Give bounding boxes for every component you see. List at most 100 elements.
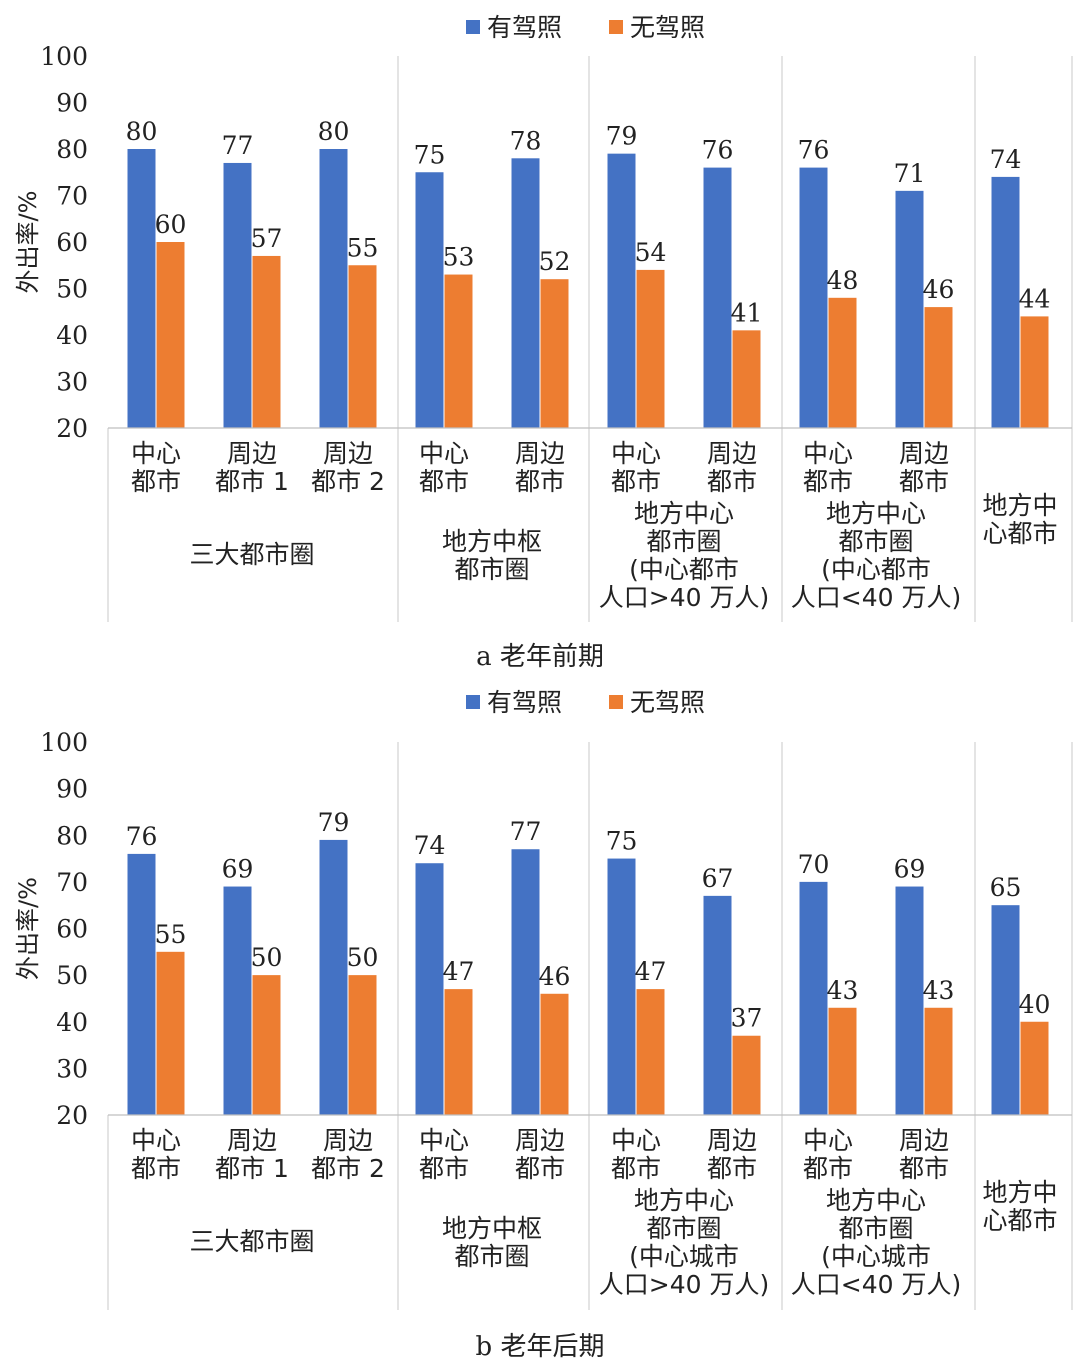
bar-value-label: 48: [827, 266, 859, 295]
group-label: 三大都市圈: [189, 1227, 314, 1256]
bar-licensed: [703, 167, 732, 428]
group-label: 地方中枢: [442, 1214, 542, 1243]
bar-licensed: [607, 858, 636, 1115]
group-label: 人口<40 万人): [791, 1270, 961, 1299]
bar-value-label: 47: [443, 957, 475, 986]
bar-value-label: 80: [318, 117, 350, 146]
category-label: 周边: [515, 1126, 565, 1155]
bar-licensed: [127, 149, 156, 428]
category-label: 都市 2: [311, 1154, 385, 1183]
bar-value-label: 75: [606, 827, 638, 856]
category-label: 都市: [707, 1154, 757, 1183]
legend-swatch-2: [609, 20, 623, 34]
bar-licensed: [799, 167, 828, 428]
bar-value-label: 52: [539, 247, 571, 276]
category-label: 都市 1: [215, 467, 289, 496]
bar-unlicensed: [540, 279, 569, 428]
y-tick-label: 40: [56, 1008, 88, 1037]
group-label: 心都市: [982, 1206, 1057, 1235]
category-label: 周边: [899, 439, 949, 468]
bar-unlicensed: [252, 975, 281, 1115]
bar-value-label: 60: [155, 210, 187, 239]
legend-swatch-1: [466, 695, 480, 709]
y-tick-label: 30: [56, 1054, 88, 1083]
legend-label-2: 无驾照: [630, 13, 705, 42]
category-label: 都市: [899, 467, 949, 496]
group-label: 都市圈: [838, 527, 913, 556]
y-tick-label: 90: [56, 775, 88, 804]
bar-value-label: 65: [990, 873, 1022, 902]
category-label: 都市: [131, 467, 181, 496]
bar-value-label: 74: [990, 145, 1022, 174]
y-tick-label: 90: [56, 89, 88, 118]
bar-licensed: [895, 886, 924, 1115]
bar-unlicensed: [828, 1007, 857, 1115]
bar-value-label: 69: [894, 855, 926, 884]
bar-value-label: 43: [923, 976, 955, 1005]
group-label: 都市圈: [454, 555, 529, 584]
bar-value-label: 53: [443, 243, 475, 272]
group-label: 地方中心: [634, 499, 734, 528]
bar-value-label: 55: [155, 920, 187, 949]
bar-value-label: 67: [702, 864, 734, 893]
bar-licensed: [991, 905, 1020, 1115]
category-label: 都市: [515, 467, 565, 496]
category-label: 周边: [707, 439, 757, 468]
group-label: 都市圈: [838, 1214, 913, 1243]
chart-panel-a: 有驾照 无驾照 20 30 40 50 60 70 80 90 100 外出率/% 80 60 中心都市 77…: [14, 13, 1073, 672]
group-label: 人口>40 万人): [599, 583, 769, 612]
category-label: 都市: [515, 1154, 565, 1183]
bar-value-label: 80: [126, 117, 158, 146]
y-tick-label: 50: [56, 961, 88, 990]
group-label: 都市圈: [646, 527, 721, 556]
legend: 有驾照 无驾照: [466, 688, 705, 717]
legend-label-1: 有驾照: [487, 688, 562, 717]
bar-unlicensed: [348, 975, 377, 1115]
category-label: 中心: [803, 439, 853, 468]
bar-value-label: 50: [251, 943, 283, 972]
category-label: 都市: [899, 1154, 949, 1183]
bar-value-label: 57: [251, 224, 283, 253]
bar-unlicensed: [828, 297, 857, 428]
panel-caption: b 老年后期: [476, 1332, 605, 1362]
bar-licensed: [991, 176, 1020, 428]
bar-value-label: 77: [222, 131, 254, 160]
group-label: 人口>40 万人): [599, 1270, 769, 1299]
bar-unlicensed: [540, 993, 569, 1115]
group-label: 人口<40 万人): [791, 583, 961, 612]
bar-value-label: 71: [894, 159, 926, 188]
bar-licensed: [415, 863, 444, 1115]
group-label: (中心城市: [821, 1242, 931, 1271]
group-label: 都市圈: [646, 1214, 721, 1243]
panel-caption: a 老年前期: [476, 642, 604, 672]
y-axis-title: 外出率/%: [14, 191, 42, 294]
y-tick-label: 70: [56, 868, 88, 897]
bar-unlicensed: [348, 265, 377, 428]
bar-value-label: 44: [1019, 284, 1051, 313]
category-label: 中心: [419, 1126, 469, 1155]
bar-licensed: [223, 886, 252, 1115]
bar-value-label: 37: [731, 1004, 763, 1033]
category-label: 中心: [131, 439, 181, 468]
group-label: 地方中: [982, 1178, 1057, 1207]
group-label: 地方中枢: [442, 527, 542, 556]
bar-value-label: 54: [635, 238, 667, 267]
group-label: 地方中心: [826, 499, 926, 528]
bar-unlicensed: [924, 1007, 953, 1115]
category-label: 中心: [131, 1126, 181, 1155]
group-label: 都市圈: [454, 1242, 529, 1271]
bar-value-label: 79: [318, 808, 350, 837]
category-label: 都市: [611, 467, 661, 496]
category-label: 中心: [611, 439, 661, 468]
bar-unlicensed: [252, 255, 281, 428]
category-label: 都市: [707, 467, 757, 496]
bar-unlicensed: [732, 1035, 761, 1115]
legend-label-1: 有驾照: [487, 13, 562, 42]
y-tick-label: 100: [40, 728, 88, 757]
category-label: 周边: [515, 439, 565, 468]
group-label: (中心都市: [821, 555, 931, 584]
bar-value-label: 46: [539, 962, 571, 991]
category-label: 都市: [611, 1154, 661, 1183]
bar-licensed: [319, 149, 348, 428]
